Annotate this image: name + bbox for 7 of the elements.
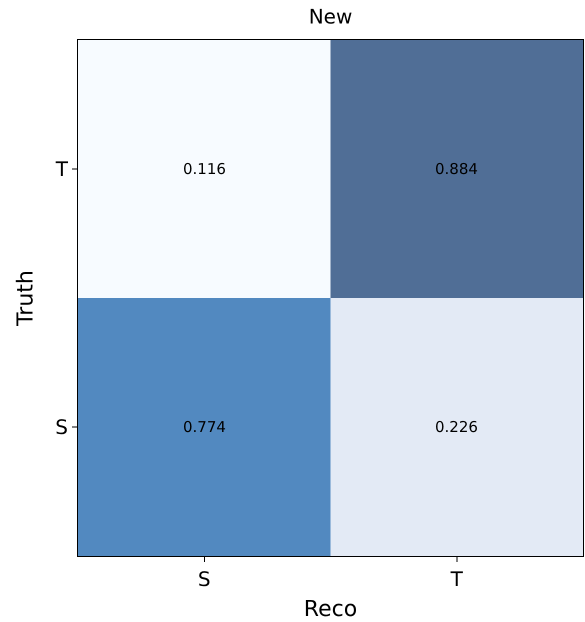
y-axis-title: Truth <box>14 270 39 327</box>
chart-title: New <box>308 4 352 28</box>
data-label: 0.226 <box>435 418 478 436</box>
data-label: 0.116 <box>183 160 226 178</box>
x-axis-title: Reco <box>304 597 358 622</box>
data-label: 0.774 <box>183 418 226 436</box>
data-label: 0.884 <box>435 160 478 178</box>
